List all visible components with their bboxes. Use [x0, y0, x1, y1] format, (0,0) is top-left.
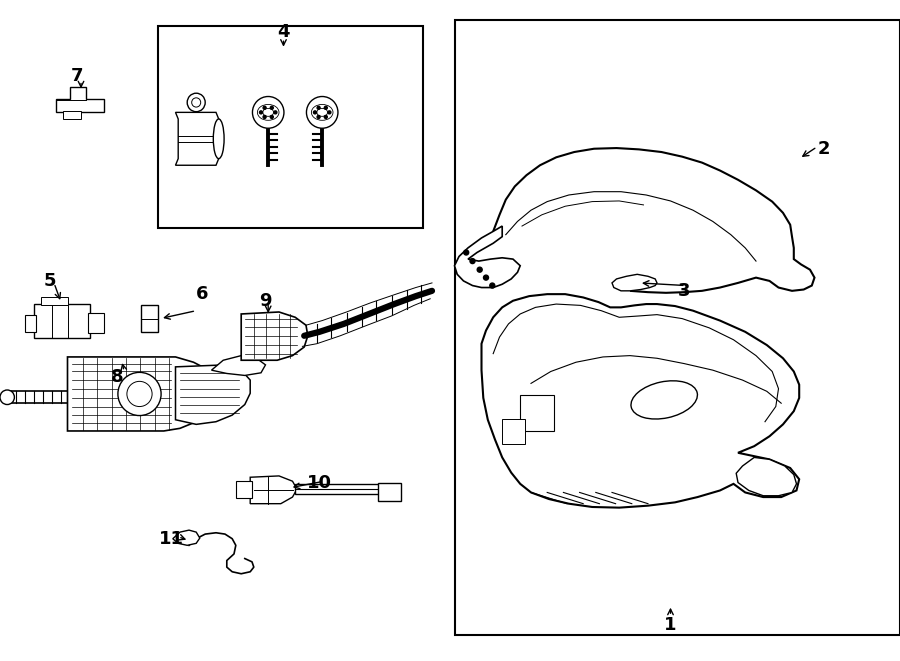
- Bar: [378, 483, 400, 501]
- Circle shape: [324, 116, 328, 118]
- Polygon shape: [236, 481, 252, 498]
- Ellipse shape: [631, 381, 698, 419]
- Bar: [25, 315, 36, 332]
- Text: 11: 11: [158, 529, 184, 548]
- Ellipse shape: [187, 93, 205, 112]
- Circle shape: [270, 116, 274, 118]
- Circle shape: [259, 111, 263, 114]
- Polygon shape: [493, 148, 814, 293]
- Text: 10: 10: [307, 473, 332, 492]
- Ellipse shape: [192, 98, 201, 107]
- Bar: [63, 111, 81, 119]
- Polygon shape: [173, 530, 200, 545]
- Ellipse shape: [306, 97, 338, 128]
- Ellipse shape: [252, 97, 284, 128]
- Polygon shape: [454, 226, 520, 288]
- Circle shape: [313, 111, 317, 114]
- Circle shape: [324, 106, 328, 109]
- Text: 3: 3: [678, 282, 690, 300]
- Polygon shape: [56, 87, 104, 112]
- Circle shape: [274, 111, 277, 114]
- Circle shape: [328, 111, 331, 114]
- Circle shape: [483, 275, 489, 280]
- Polygon shape: [295, 484, 385, 494]
- Circle shape: [470, 258, 475, 264]
- Polygon shape: [7, 391, 68, 403]
- Polygon shape: [250, 476, 297, 504]
- Bar: [88, 313, 104, 333]
- Polygon shape: [176, 112, 219, 165]
- Ellipse shape: [0, 390, 14, 405]
- Polygon shape: [612, 274, 657, 291]
- Circle shape: [490, 283, 495, 288]
- Polygon shape: [68, 357, 220, 431]
- Circle shape: [477, 267, 482, 272]
- Bar: [141, 305, 158, 332]
- Text: 4: 4: [277, 22, 290, 41]
- Bar: [40, 297, 68, 305]
- Bar: [34, 304, 90, 338]
- Circle shape: [317, 116, 320, 118]
- Circle shape: [263, 106, 266, 109]
- Text: 8: 8: [111, 368, 123, 386]
- Ellipse shape: [213, 119, 224, 159]
- Polygon shape: [212, 356, 266, 375]
- Text: 9: 9: [259, 292, 272, 310]
- Text: 1: 1: [664, 615, 677, 634]
- Circle shape: [118, 372, 161, 416]
- Text: 2: 2: [817, 139, 830, 158]
- Polygon shape: [176, 365, 250, 424]
- Circle shape: [464, 250, 469, 255]
- Bar: [454, 20, 900, 635]
- Polygon shape: [241, 312, 308, 360]
- Bar: [520, 395, 554, 431]
- Circle shape: [270, 106, 274, 109]
- Text: 6: 6: [196, 285, 209, 303]
- Text: 5: 5: [43, 272, 56, 290]
- Text: 7: 7: [70, 67, 83, 85]
- Circle shape: [127, 381, 152, 407]
- Circle shape: [263, 116, 266, 118]
- Polygon shape: [482, 294, 799, 508]
- Polygon shape: [736, 457, 796, 496]
- Bar: [502, 419, 525, 444]
- Circle shape: [317, 106, 320, 109]
- Bar: [158, 26, 423, 228]
